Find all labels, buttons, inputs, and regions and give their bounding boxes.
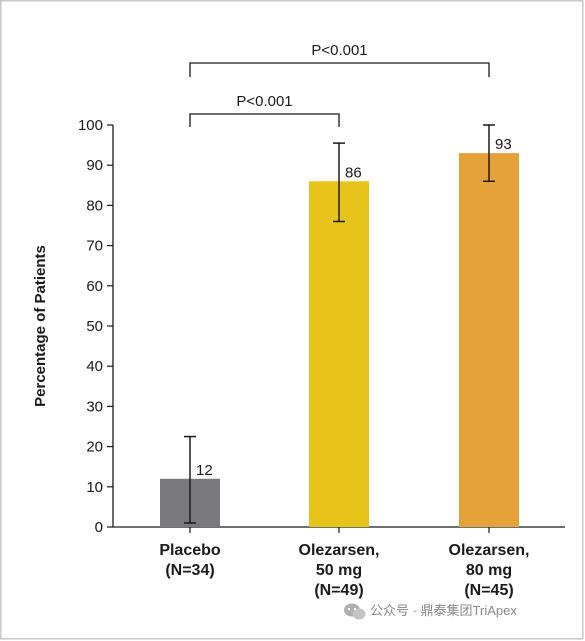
data-label-2: 86 — [345, 164, 362, 181]
significance-bracket-1: P<0.001 — [189, 93, 340, 127]
bar-3 — [459, 153, 519, 527]
y-tick-label: 80 — [86, 197, 103, 214]
category-label-2: Olezarsen, 50 mg (N=49) — [299, 542, 380, 599]
category-label-line: Placebo — [159, 542, 221, 559]
bracket-line — [189, 62, 490, 77]
category-label-line: Olezarsen, — [449, 542, 530, 559]
bar-2 — [309, 181, 369, 527]
significance-bracket-2: P<0.001 — [189, 42, 490, 77]
error-bar-3 — [483, 124, 495, 183]
wechat-icon — [344, 603, 366, 620]
error-bar-1 — [184, 435, 196, 524]
category-label-line: (N=45) — [464, 582, 513, 599]
y-tick-label: 40 — [86, 358, 103, 375]
category-label-3: Olezarsen, 80 mg (N=45) — [449, 542, 530, 599]
y-tick-label: 50 — [86, 318, 103, 335]
category-label-1: Placebo (N=34) — [159, 542, 221, 579]
watermark: 公众号 · 鼎泰集团TriApex — [344, 603, 517, 620]
p-value-label: P<0.001 — [311, 42, 367, 59]
data-label-1: 12 — [196, 462, 213, 479]
error-bar-2 — [333, 142, 345, 223]
data-label-3: 93 — [495, 136, 512, 153]
category-label-line: (N=34) — [165, 562, 214, 579]
y-tick-label: 100 — [78, 117, 103, 134]
bracket-line — [189, 113, 340, 127]
y-tick-label: 70 — [86, 238, 103, 255]
y-tick-label: 0 — [95, 519, 103, 536]
y-tick-label: 30 — [86, 398, 103, 415]
y-tick-label: 10 — [86, 479, 103, 496]
y-tick-label: 60 — [86, 278, 103, 295]
y-axis-label: Percentage of Patients — [32, 245, 49, 407]
significance-brackets: P<0.001 P<0.001 — [189, 42, 490, 127]
p-value-label: P<0.001 — [236, 93, 292, 110]
category-label-line: 50 mg — [316, 562, 362, 579]
y-tick-label: 90 — [86, 157, 103, 174]
category-label-line: Olezarsen, — [299, 542, 380, 559]
bars: 12 Placebo (N=34) 86 Olezarsen, 50 mg (N=49) 93… — [159, 124, 530, 599]
y-tick-label: 20 — [86, 439, 103, 456]
watermark-text: 公众号 · 鼎泰集团TriApex — [370, 603, 517, 618]
category-label-line: 80 mg — [466, 562, 512, 579]
category-label-line: (N=49) — [314, 582, 363, 599]
axes: 0 10 20 30 40 50 60 70 80 90 100 — [78, 117, 565, 536]
